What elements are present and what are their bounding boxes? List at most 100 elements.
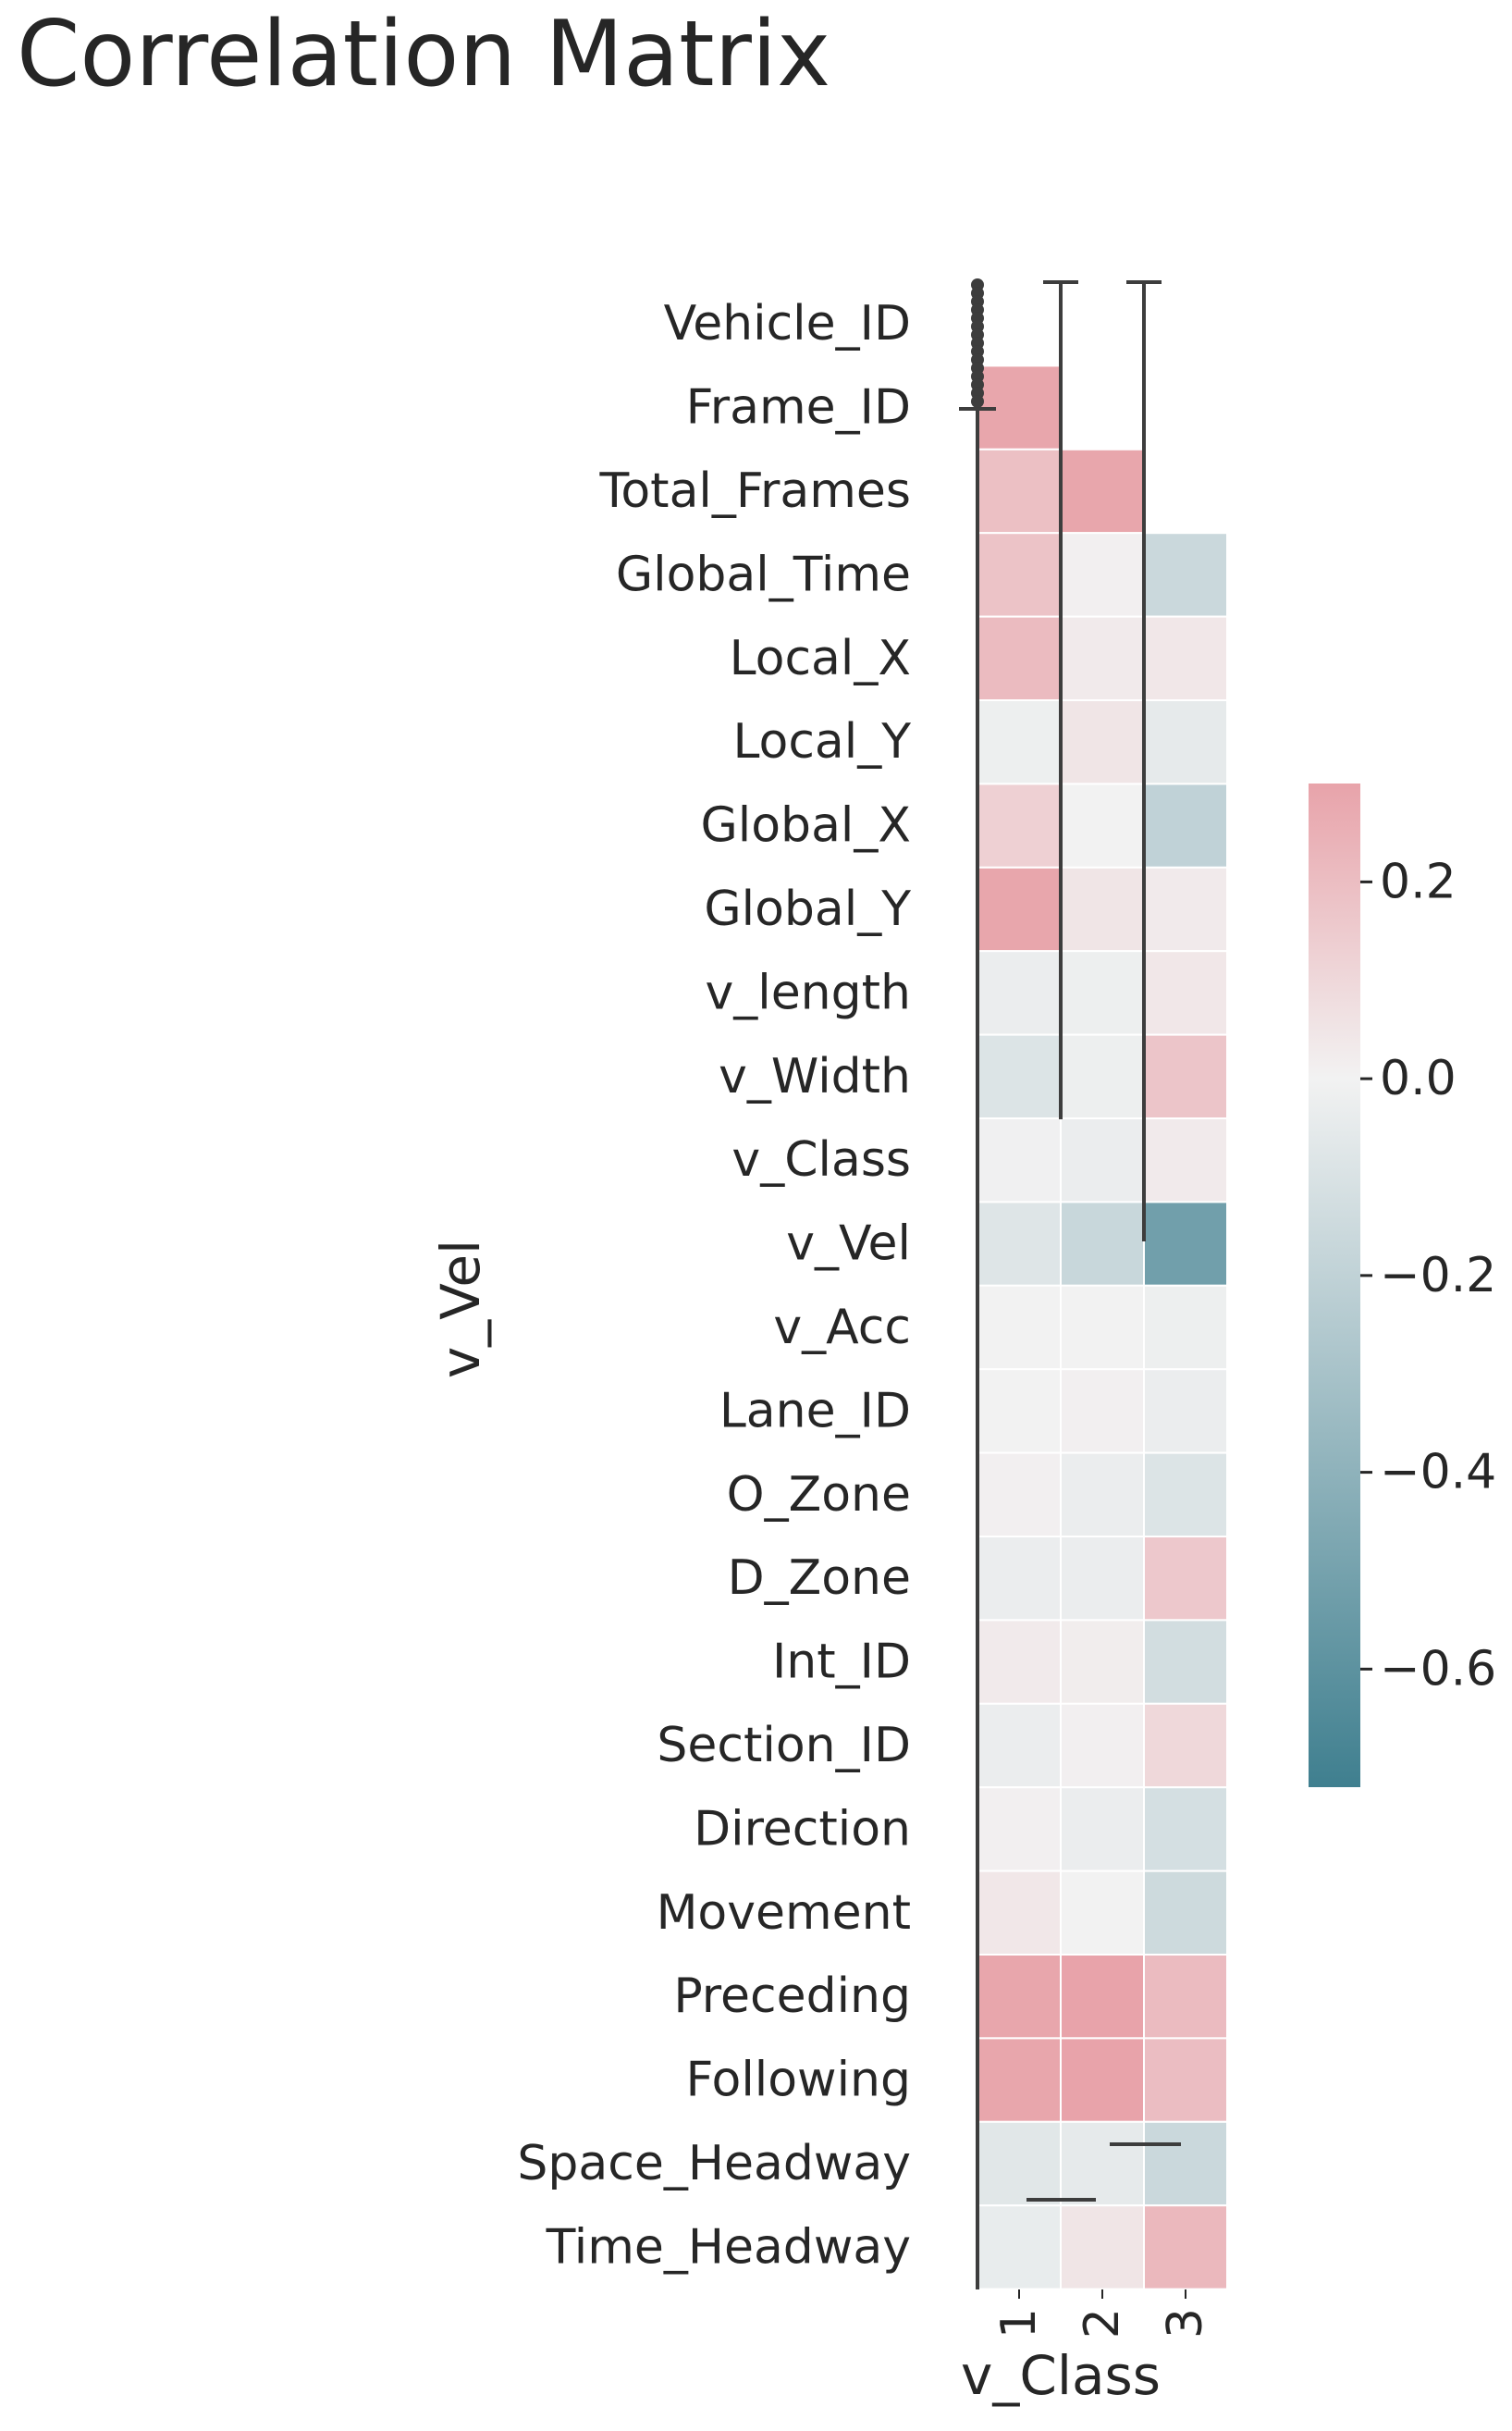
heatmap-cell-Time_Headway-2 bbox=[1060, 2204, 1145, 2290]
heatmap-cell-Space_Headway-1 bbox=[977, 2120, 1062, 2207]
heatmap-cell-Local_X-1 bbox=[977, 615, 1062, 701]
row-label-v_Acc: v_Acc bbox=[773, 1300, 911, 1355]
heatmap-cell-Following-2 bbox=[1060, 2037, 1145, 2123]
heatmap-cell-D_Zone-2 bbox=[1060, 1536, 1145, 1622]
heatmap-cell-Following-3 bbox=[1143, 2037, 1228, 2123]
row-label-D_Zone: D_Zone bbox=[728, 1550, 911, 1606]
heatmap-cell-v_Vel-3 bbox=[1143, 1201, 1228, 1287]
heatmap-cell-Int_ID-2 bbox=[1060, 1619, 1145, 1705]
row-label-Int_ID: Int_ID bbox=[772, 1635, 911, 1690]
heatmap-cell-Movement-3 bbox=[1143, 1870, 1228, 1956]
heatmap-cell-Local_X-3 bbox=[1143, 615, 1228, 701]
boxplot-outliers bbox=[971, 278, 984, 408]
colorbar-tick-label: −0.4 bbox=[1380, 1445, 1496, 1500]
colorbar-tick-label: −0.6 bbox=[1380, 1641, 1496, 1697]
heatmap-cell-Direction-1 bbox=[977, 1786, 1062, 1872]
heatmap-cell-D_Zone-1 bbox=[977, 1536, 1062, 1622]
heatmap-cell-Local_Y-1 bbox=[977, 699, 1062, 785]
colorbar-tick-label: 0.2 bbox=[1380, 854, 1457, 909]
heatmap-cell-Global_X-3 bbox=[1143, 783, 1228, 869]
row-label-Movement: Movement bbox=[657, 1885, 911, 1941]
row-label-v_Vel: v_Vel bbox=[786, 1216, 911, 1272]
heatmap-cell-Int_ID-1 bbox=[977, 1619, 1062, 1705]
row-label-v_Class: v_Class bbox=[731, 1132, 911, 1188]
heatmap-cell-Preceding-3 bbox=[1143, 1954, 1228, 2040]
row-label-Global_Time: Global_Time bbox=[616, 547, 911, 602]
heatmap-cell-Lane_ID-2 bbox=[1060, 1368, 1145, 1454]
heatmap-cell-Section_ID-2 bbox=[1060, 1702, 1145, 1789]
column-label-2: 2 bbox=[1075, 2308, 1130, 2338]
heatmap-cell-v_length-1 bbox=[977, 950, 1062, 1036]
chart-title: Correlation Matrix bbox=[17, 2, 830, 107]
row-label-Total_Frames: Total_Frames bbox=[598, 463, 911, 519]
row-label-Direction: Direction bbox=[694, 1801, 911, 1857]
heatmap-cell-Local_X-2 bbox=[1060, 615, 1145, 701]
boxplot-overlay bbox=[959, 280, 1181, 2289]
heatmap-cell-v_Width-2 bbox=[1060, 1033, 1145, 1119]
heatmap-cell-Global_Y-2 bbox=[1060, 866, 1145, 953]
heatmap-cell-Section_ID-3 bbox=[1143, 1702, 1228, 1789]
heatmap-cell-Preceding-2 bbox=[1060, 1954, 1145, 2040]
heatmap-cell-v_Acc-1 bbox=[977, 1284, 1062, 1371]
heatmap-cell-Following-1 bbox=[977, 2037, 1062, 2123]
row-label-Following: Following bbox=[685, 2053, 911, 2108]
outlier-point bbox=[971, 395, 984, 408]
heatmap-cell-v_Vel-1 bbox=[977, 1201, 1062, 1287]
colorbar-ticks: 0.2 0.0 −0.2 −0.4 −0.6 bbox=[1360, 854, 1496, 1697]
colorbar-tick-label: −0.2 bbox=[1380, 1248, 1496, 1303]
row-label-Frame_ID: Frame_ID bbox=[686, 380, 911, 436]
heatmap-cell-Time_Headway-1 bbox=[977, 2204, 1062, 2290]
heatmap-cell-v_length-2 bbox=[1060, 950, 1145, 1036]
row-label-Lane_ID: Lane_ID bbox=[719, 1383, 911, 1438]
heatmap-cell-v_Acc-3 bbox=[1143, 1284, 1228, 1371]
row-label-Time_Headway: Time_Headway bbox=[546, 2219, 911, 2275]
column-label-1: 1 bbox=[991, 2308, 1047, 2338]
heatmap-cell-Direction-2 bbox=[1060, 1786, 1145, 1872]
x-axis-label: v_Class bbox=[961, 2344, 1161, 2407]
row-labels: Vehicle_ID Frame_ID Total_Frames Global_Tim… bbox=[517, 296, 911, 2275]
y-axis-label: v_Vel bbox=[429, 1240, 492, 1378]
heatmap-cell-Lane_ID-1 bbox=[977, 1368, 1062, 1454]
heatmap-cell-Lane_ID-3 bbox=[1143, 1368, 1228, 1454]
heatmap-cell-v_Acc-2 bbox=[1060, 1284, 1145, 1371]
heatmap-cell-O_Zone-1 bbox=[977, 1451, 1062, 1537]
heatmap-cells bbox=[977, 364, 1228, 2290]
heatmap-cell-Global_X-2 bbox=[1060, 783, 1145, 869]
heatmap-cell-Movement-1 bbox=[977, 1870, 1062, 1956]
heatmap-cell-Space_Headway-3 bbox=[1143, 2120, 1228, 2207]
heatmap-cell-Local_Y-3 bbox=[1143, 699, 1228, 785]
heatmap-cell-v_Class-1 bbox=[977, 1117, 1062, 1203]
row-label-O_Zone: O_Zone bbox=[727, 1467, 911, 1523]
heatmap-cell-Global_Y-1 bbox=[977, 866, 1062, 953]
row-label-v_Width: v_Width bbox=[719, 1049, 911, 1104]
heatmap-cell-Time_Headway-3 bbox=[1143, 2204, 1228, 2290]
heatmap-cell-v_Class-3 bbox=[1143, 1117, 1228, 1203]
row-label-Vehicle_ID: Vehicle_ID bbox=[664, 296, 911, 352]
colorbar-tick-label: 0.0 bbox=[1380, 1051, 1457, 1106]
heatmap-cell-Section_ID-1 bbox=[977, 1702, 1062, 1789]
heatmap-cell-Global_Time-3 bbox=[1143, 532, 1228, 618]
heatmap-cell-Int_ID-3 bbox=[1143, 1619, 1228, 1705]
row-label-Global_X: Global_X bbox=[701, 798, 912, 854]
row-label-Section_ID: Section_ID bbox=[657, 1718, 911, 1773]
heatmap-cell-v_Vel-2 bbox=[1060, 1201, 1145, 1287]
row-label-Space_Headway: Space_Headway bbox=[517, 2136, 911, 2191]
row-label-Global_Y: Global_Y bbox=[704, 882, 911, 937]
heatmap-cell-v_Width-1 bbox=[977, 1033, 1062, 1119]
heatmap-cell-Global_Y-3 bbox=[1143, 866, 1228, 953]
heatmap-cell-v_length-3 bbox=[1143, 950, 1228, 1036]
row-label-Preceding: Preceding bbox=[673, 1968, 911, 2024]
heatmap-cell-Global_Time-2 bbox=[1060, 532, 1145, 618]
heatmap-cell-Total_Frames-2 bbox=[1060, 448, 1145, 535]
column-label-3: 3 bbox=[1158, 2308, 1213, 2338]
heatmap-cell-O_Zone-2 bbox=[1060, 1451, 1145, 1537]
colorbar bbox=[1309, 784, 1360, 1787]
heatmap-cell-Local_Y-2 bbox=[1060, 699, 1145, 785]
heatmap-cell-D_Zone-3 bbox=[1143, 1536, 1228, 1622]
heatmap-cell-v_Class-2 bbox=[1060, 1117, 1145, 1203]
heatmap-cell-Global_X-1 bbox=[977, 783, 1062, 869]
heatmap-cell-v_Width-3 bbox=[1143, 1033, 1228, 1119]
heatmap-cell-Movement-2 bbox=[1060, 1870, 1145, 1956]
